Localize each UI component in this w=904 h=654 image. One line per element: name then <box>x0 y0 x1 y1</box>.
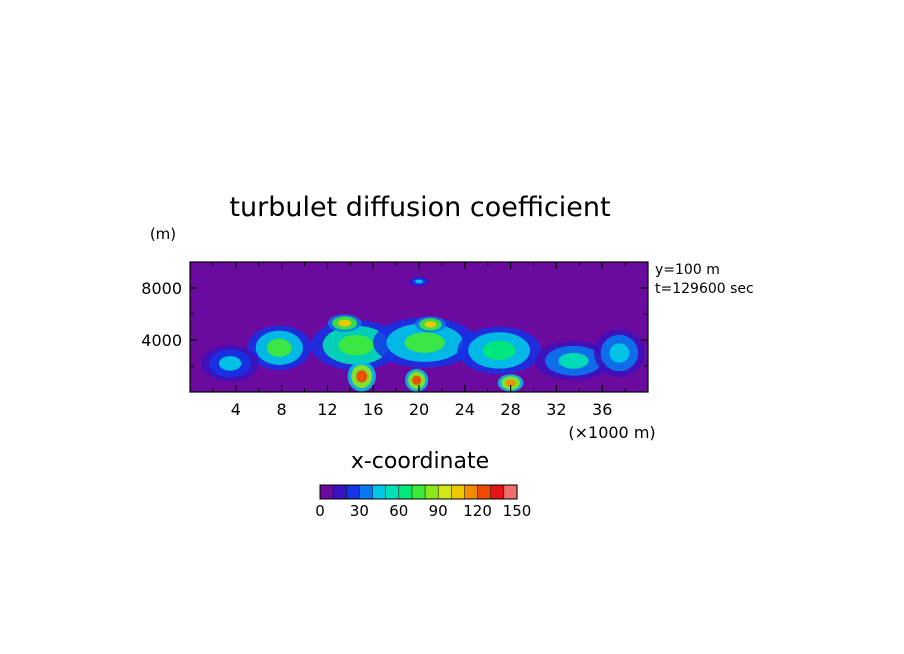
colorbar-cell <box>372 484 387 500</box>
annotation-t: t=129600 sec <box>655 281 754 297</box>
colorbar-cell <box>437 484 452 500</box>
colorbar-cell <box>490 484 505 500</box>
colorbar-cell <box>464 484 479 500</box>
colorbar-tick-label: 0 <box>315 502 325 520</box>
x-tick-label: 8 <box>277 400 287 419</box>
annotations: y=100 m t=129600 sec <box>655 262 754 297</box>
heatmap-core <box>558 352 589 369</box>
heatmap-core <box>338 319 352 327</box>
colorbar-cell <box>319 484 334 500</box>
heatmap-core <box>356 370 368 383</box>
colorbar-cell <box>477 484 492 500</box>
heatmap-core <box>338 334 374 356</box>
heatmap-core <box>424 321 437 328</box>
x-tick-label: 4 <box>231 400 241 419</box>
colorbar: 0 30 60 90 120 150 <box>315 484 531 520</box>
colorbar-cell <box>385 484 400 500</box>
colorbar-tick-label: 120 <box>463 502 492 520</box>
heatmap-core <box>505 379 516 387</box>
colorbar-tick-label: 90 <box>429 502 448 520</box>
x-unit-label: (×1000 m) <box>568 423 655 442</box>
colorbar-cell <box>424 484 439 500</box>
colorbar-cell <box>359 484 374 500</box>
x-tick-label: 20 <box>409 400 429 419</box>
colorbar-tick-label: 150 <box>503 502 532 520</box>
heatmap-core <box>218 356 242 371</box>
x-tick-label: 16 <box>363 400 383 419</box>
x-tick-label: 12 <box>317 400 337 419</box>
heatmap-core <box>482 340 516 361</box>
colorbar-ticks: 0 30 60 90 120 150 <box>315 502 531 520</box>
colorbar-cells <box>319 484 518 500</box>
plot-area <box>189 261 649 393</box>
colorbar-tick-label: 30 <box>350 502 369 520</box>
colorbar-cell <box>411 484 426 500</box>
heatmap-core <box>412 375 422 386</box>
colorbar-frame <box>319 484 518 500</box>
y-tick-label: 4000 <box>141 331 182 350</box>
colorbar-cell <box>346 484 360 500</box>
x-tick-label: 32 <box>546 400 566 419</box>
heatmap-core <box>609 343 630 363</box>
heatmap-core <box>404 332 445 353</box>
colorbar-cell <box>398 484 413 500</box>
x-tick-label: 36 <box>592 400 612 419</box>
colorbar-cell <box>332 484 347 500</box>
chart-title: turbulet diffusion coefficient <box>229 192 610 223</box>
colorbar-cell <box>451 484 466 500</box>
annotation-y: y=100 m <box>655 262 720 278</box>
heatmap-core <box>415 279 423 284</box>
colorbar-tick-label: 60 <box>389 502 408 520</box>
x-axis: 4 8 12 16 20 24 28 32 36 <box>212 262 626 419</box>
y-tick-label: 8000 <box>141 279 182 298</box>
heatmap-core <box>266 338 292 357</box>
heatmap-field <box>201 276 645 392</box>
y-unit-label: (m) <box>150 225 176 243</box>
x-tick-label: 28 <box>500 400 520 419</box>
x-tick-label: 24 <box>455 400 475 419</box>
x-axis-label: x-coordinate <box>351 449 489 474</box>
colorbar-cell <box>503 484 518 500</box>
y-axis: 4000 8000 <box>141 279 648 367</box>
